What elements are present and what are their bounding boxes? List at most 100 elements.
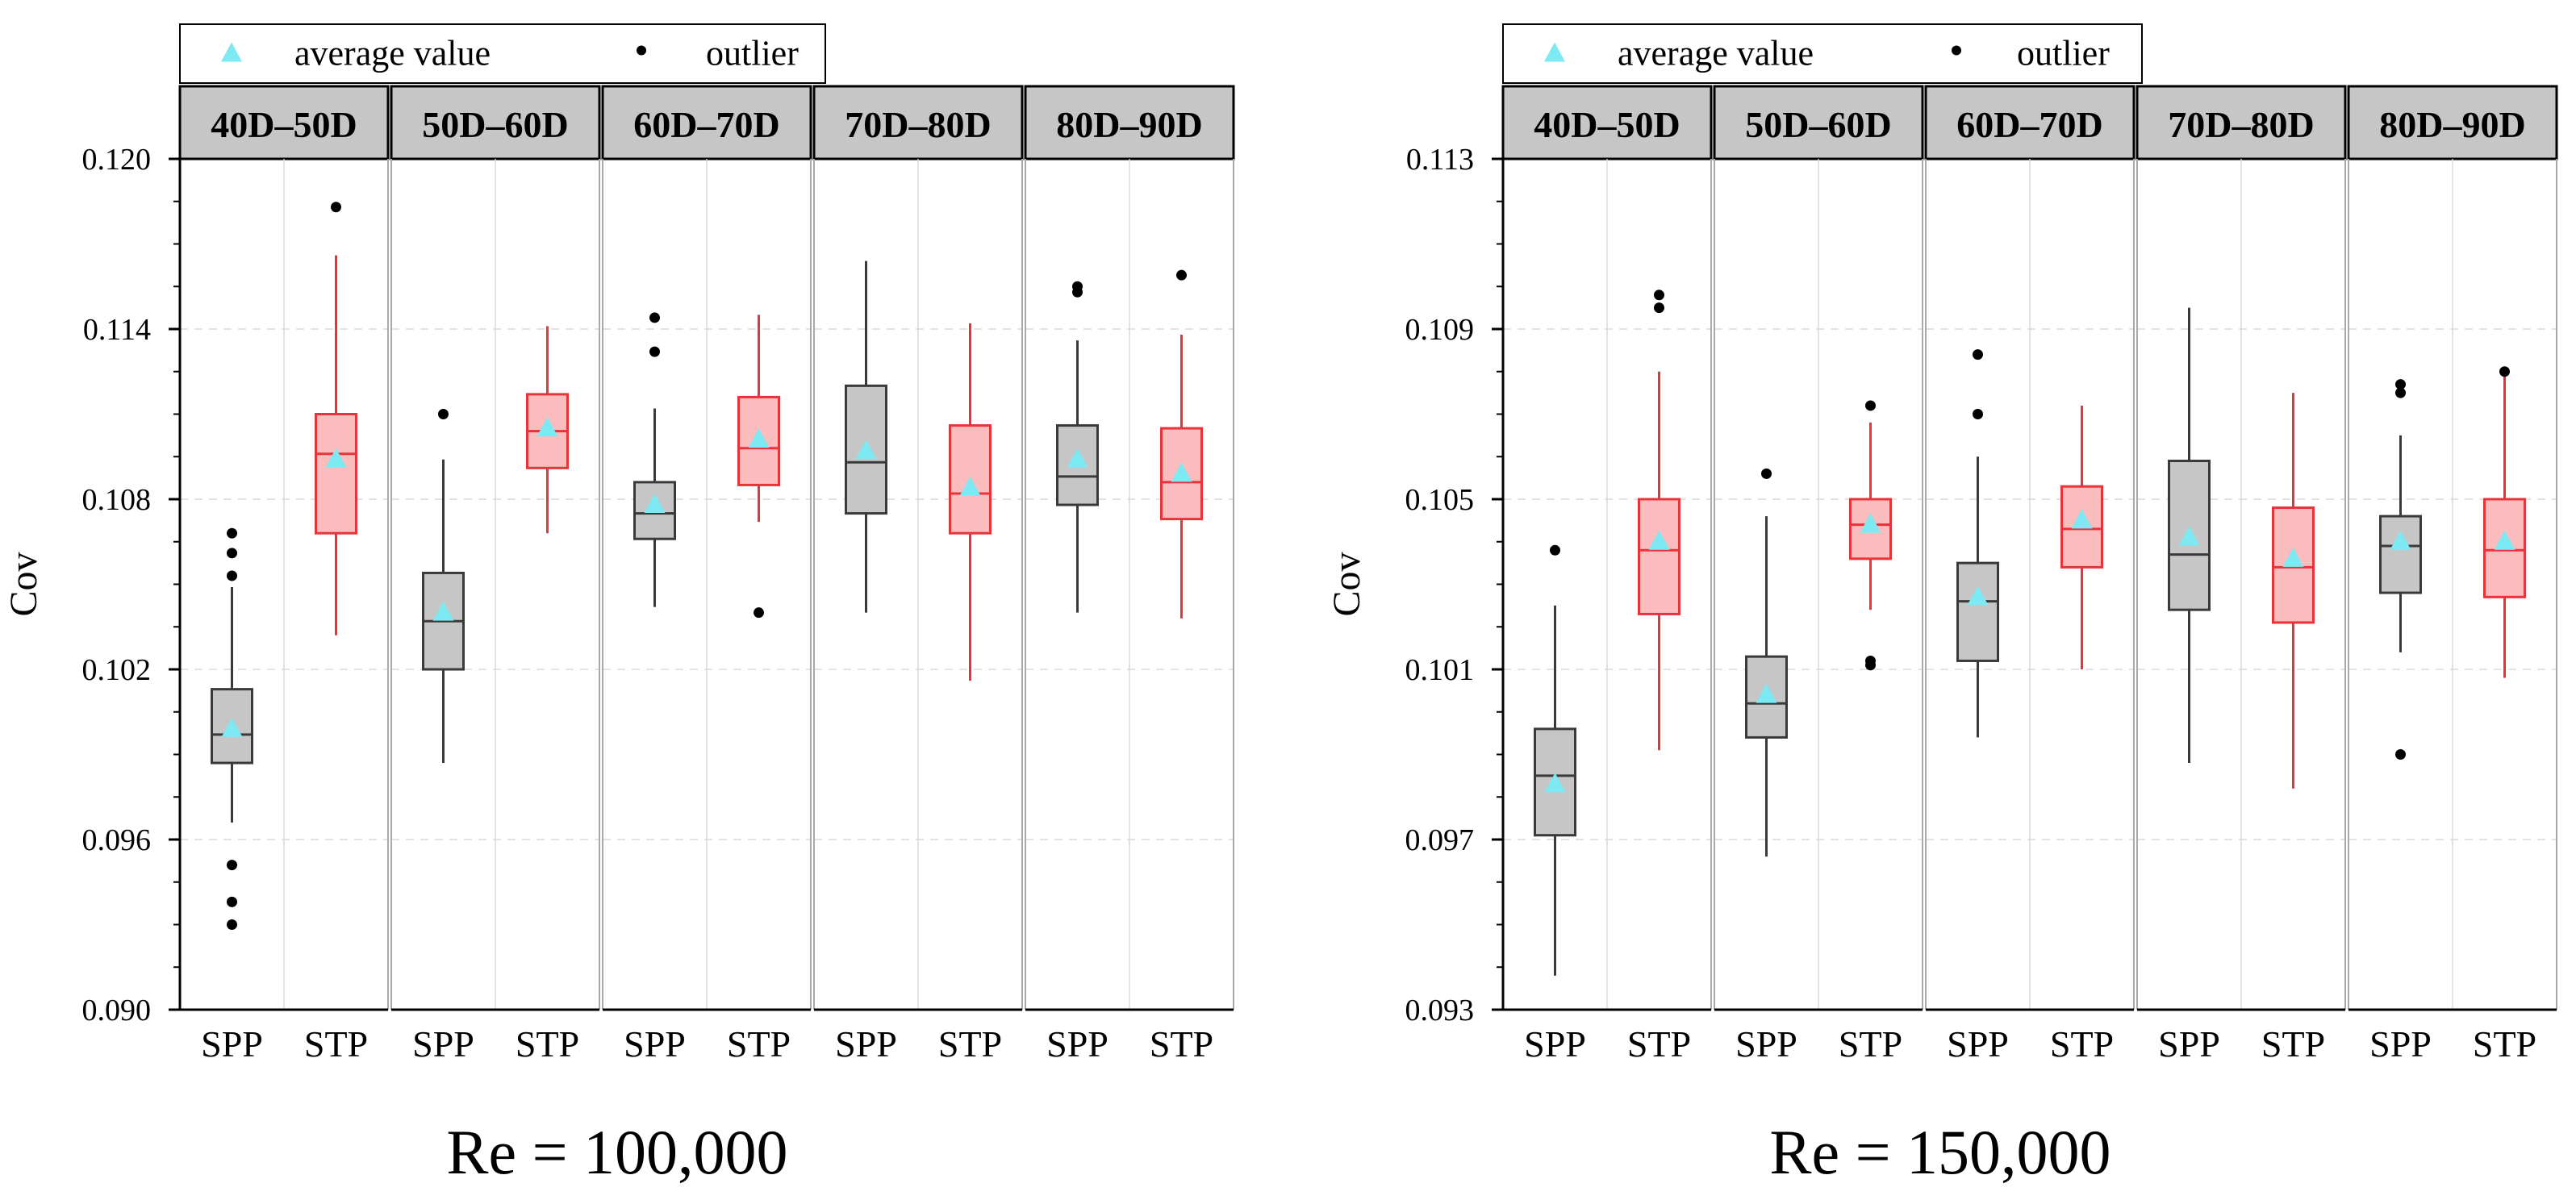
y-tick-label: 0.090 [82, 994, 152, 1027]
x-tick-label: STP [2050, 1023, 2114, 1065]
mean-marker [2178, 526, 2200, 546]
outlier-point [1550, 544, 1560, 556]
x-tick-label: SPP [2369, 1023, 2432, 1065]
box-spp [211, 527, 253, 930]
box-spp [2379, 379, 2422, 760]
mean-marker [748, 428, 770, 448]
y-axis-label: Cov [2, 552, 45, 616]
mean-marker [855, 440, 877, 460]
legend-outlier-marker [637, 45, 646, 56]
facet-header-label: 70D–80D [2168, 104, 2314, 145]
facet-header-label: 80D–90D [2379, 104, 2525, 145]
outlier-point [227, 919, 237, 930]
x-tick-label: STP [938, 1023, 1002, 1065]
outlier-point [1072, 281, 1083, 292]
facet-4: 70D–80D SPP STP [812, 85, 1024, 1065]
facet-2: 50D–60D SPP STP [390, 85, 601, 1065]
mean-marker [1544, 773, 1566, 793]
box-stp [315, 202, 357, 635]
iqr-box [1056, 424, 1099, 506]
iqr-box [315, 413, 357, 535]
box-stp [526, 326, 569, 534]
facet-header [2347, 85, 2558, 160]
legend-mean-marker [221, 42, 242, 62]
facet-1: 40D–50D SPP STP [1501, 85, 1713, 1065]
box-stp [737, 315, 780, 619]
mean-marker [1067, 448, 1088, 468]
y-axis: 0.090 0.096 0.102 0.108 0.114 0.120 Cov [2, 143, 182, 1027]
iqr-box [2379, 515, 2422, 594]
legend-outlier-marker [1952, 45, 1961, 56]
mean-marker [2282, 547, 2304, 567]
outlier-point [227, 570, 237, 581]
box-stp [2060, 405, 2103, 669]
facet-4: 70D–80D SPP STP [2136, 85, 2347, 1065]
y-axis: 0.093 0.097 0.101 0.105 0.109 0.113 Cov [1326, 143, 1505, 1027]
box-spp [1534, 544, 1576, 976]
outlier-point [227, 896, 237, 907]
facet-header-label: 40D–50D [1534, 104, 1680, 145]
legend-frame [179, 23, 826, 84]
facet-3: 60D–70D SPP STP [601, 85, 812, 1065]
mean-marker [432, 601, 454, 621]
y-tick-label: 0.105 [1405, 483, 1475, 517]
facet-header-label: 50D–60D [422, 104, 568, 145]
box-spp [845, 260, 887, 613]
legend-mean-label: average value [1618, 34, 1814, 73]
legend-outlier-label: outlier [706, 34, 799, 73]
outlier-point [1865, 655, 1876, 666]
box-spp [1056, 281, 1099, 613]
y-tick-label: 0.097 [1405, 823, 1475, 857]
outlier-point [1973, 409, 1983, 419]
x-tick-label: SPP [1524, 1023, 1586, 1065]
outlier-point [1654, 290, 1664, 301]
mean-marker [221, 717, 243, 737]
facet-header [1924, 85, 2136, 160]
y-axis-label: Cov [1326, 552, 1368, 616]
x-tick-label: SPP [624, 1023, 686, 1065]
outlier-point [227, 860, 237, 871]
x-tick-label: STP [2473, 1023, 2536, 1065]
y-tick-label: 0.093 [1405, 994, 1475, 1027]
mean-marker [536, 417, 558, 437]
box-spp [1745, 468, 1788, 857]
facet-header [601, 85, 812, 160]
x-tick-label: STP [516, 1023, 579, 1065]
facet-header-label: 80D–90D [1056, 104, 1202, 145]
y-tick-label: 0.120 [82, 143, 152, 177]
legend-mean-label: average value [294, 34, 491, 73]
y-tick-label: 0.114 [83, 313, 151, 347]
x-tick-label: STP [2261, 1023, 2325, 1065]
chart-title: Re = 100,000 [446, 1117, 787, 1187]
box-spp [2168, 307, 2211, 764]
outlier-point [1865, 400, 1876, 411]
outlier-point [754, 607, 764, 619]
mean-marker [959, 476, 981, 496]
y-tick-label: 0.096 [82, 823, 152, 857]
x-tick-label: STP [304, 1023, 368, 1065]
box-stp [2483, 366, 2526, 678]
mean-marker [2390, 530, 2411, 550]
facet-3: 60D–70D SPP STP [1924, 85, 2136, 1065]
y-tick-label: 0.108 [82, 483, 152, 517]
legend: average value outlier [1502, 23, 2143, 84]
outlier-point [1973, 349, 1983, 360]
outlier-point [1654, 302, 1664, 314]
y-tick-label: 0.113 [1406, 143, 1474, 177]
box-spp [1956, 349, 1999, 738]
x-tick-label: SPP [1046, 1023, 1108, 1065]
facet-header [1713, 85, 1924, 160]
mean-marker [2071, 509, 2093, 529]
mean-marker [1171, 462, 1192, 482]
x-tick-label: SPP [835, 1023, 897, 1065]
outlier-point [2395, 749, 2406, 760]
y-tick-label: 0.101 [1405, 653, 1475, 687]
facet-header-label: 70D–80D [845, 104, 991, 145]
mean-marker [2494, 530, 2515, 550]
mean-marker [325, 448, 347, 468]
legend-mean-marker [1544, 42, 1565, 62]
outlier-point [2395, 379, 2406, 390]
x-tick-label: SPP [2158, 1023, 2220, 1065]
y-tick-label: 0.102 [82, 653, 152, 687]
mean-marker [1860, 513, 1881, 533]
